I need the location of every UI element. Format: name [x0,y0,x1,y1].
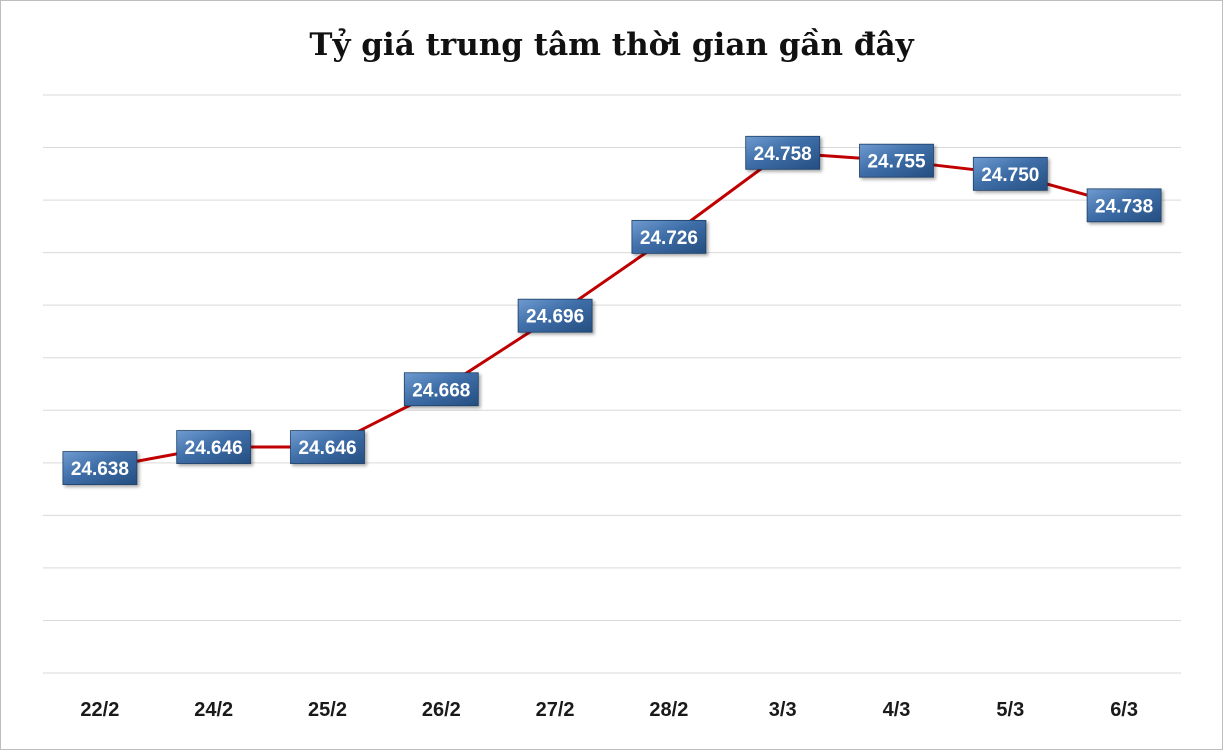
x-tick-label: 25/2 [308,699,347,721]
data-label-box [859,143,934,178]
chart-title: Tỷ giá trung tâm thời gian gần đây [309,27,914,63]
x-tick-label: 5/3 [996,699,1024,721]
data-label: 24.646 [176,430,252,464]
data-label-box [62,451,138,485]
x-tick-label: 28/2 [649,699,688,721]
data-label: 24.668 [403,372,479,407]
x-tick-label: 22/2 [80,699,119,721]
data-label-text: 24.646 [298,438,356,459]
x-tick-label: 27/2 [536,699,575,721]
data-label-box [631,219,707,254]
data-label-box [745,135,821,170]
data-label: 24.726 [631,219,707,254]
data-label: 24.696 [517,298,593,333]
data-label-text: 24.646 [185,438,243,459]
data-label-text: 24.726 [640,228,698,249]
data-label-box [972,156,1048,191]
x-tick-label: 24/2 [194,699,233,721]
data-label: 24.738 [1086,188,1162,223]
data-label-box [1086,188,1162,223]
data-label: 24.758 [745,135,821,170]
data-label-text: 24.750 [981,165,1039,186]
data-label-text: 24.755 [867,152,926,173]
data-label-text: 24.668 [412,380,470,401]
data-label-box [517,298,593,333]
data-label-text: 24.758 [754,144,812,165]
x-tick-label: 3/3 [769,699,797,721]
x-tick-label: 26/2 [422,699,461,721]
data-label-box [403,372,479,407]
x-tick-label: 6/3 [1110,699,1138,721]
data-label: 24.638 [62,451,138,485]
data-label-box [290,430,365,464]
series-line [99,151,1125,470]
x-tick-label: 4/3 [883,699,911,721]
data-label: 24.755 [859,143,934,178]
data-label-text: 24.638 [71,459,129,480]
data-label-text: 24.738 [1095,196,1153,217]
data-label-text: 24.696 [526,307,584,328]
data-label: 24.750 [972,156,1048,191]
data-label: 24.646 [290,430,365,464]
data-label-box [176,430,252,464]
